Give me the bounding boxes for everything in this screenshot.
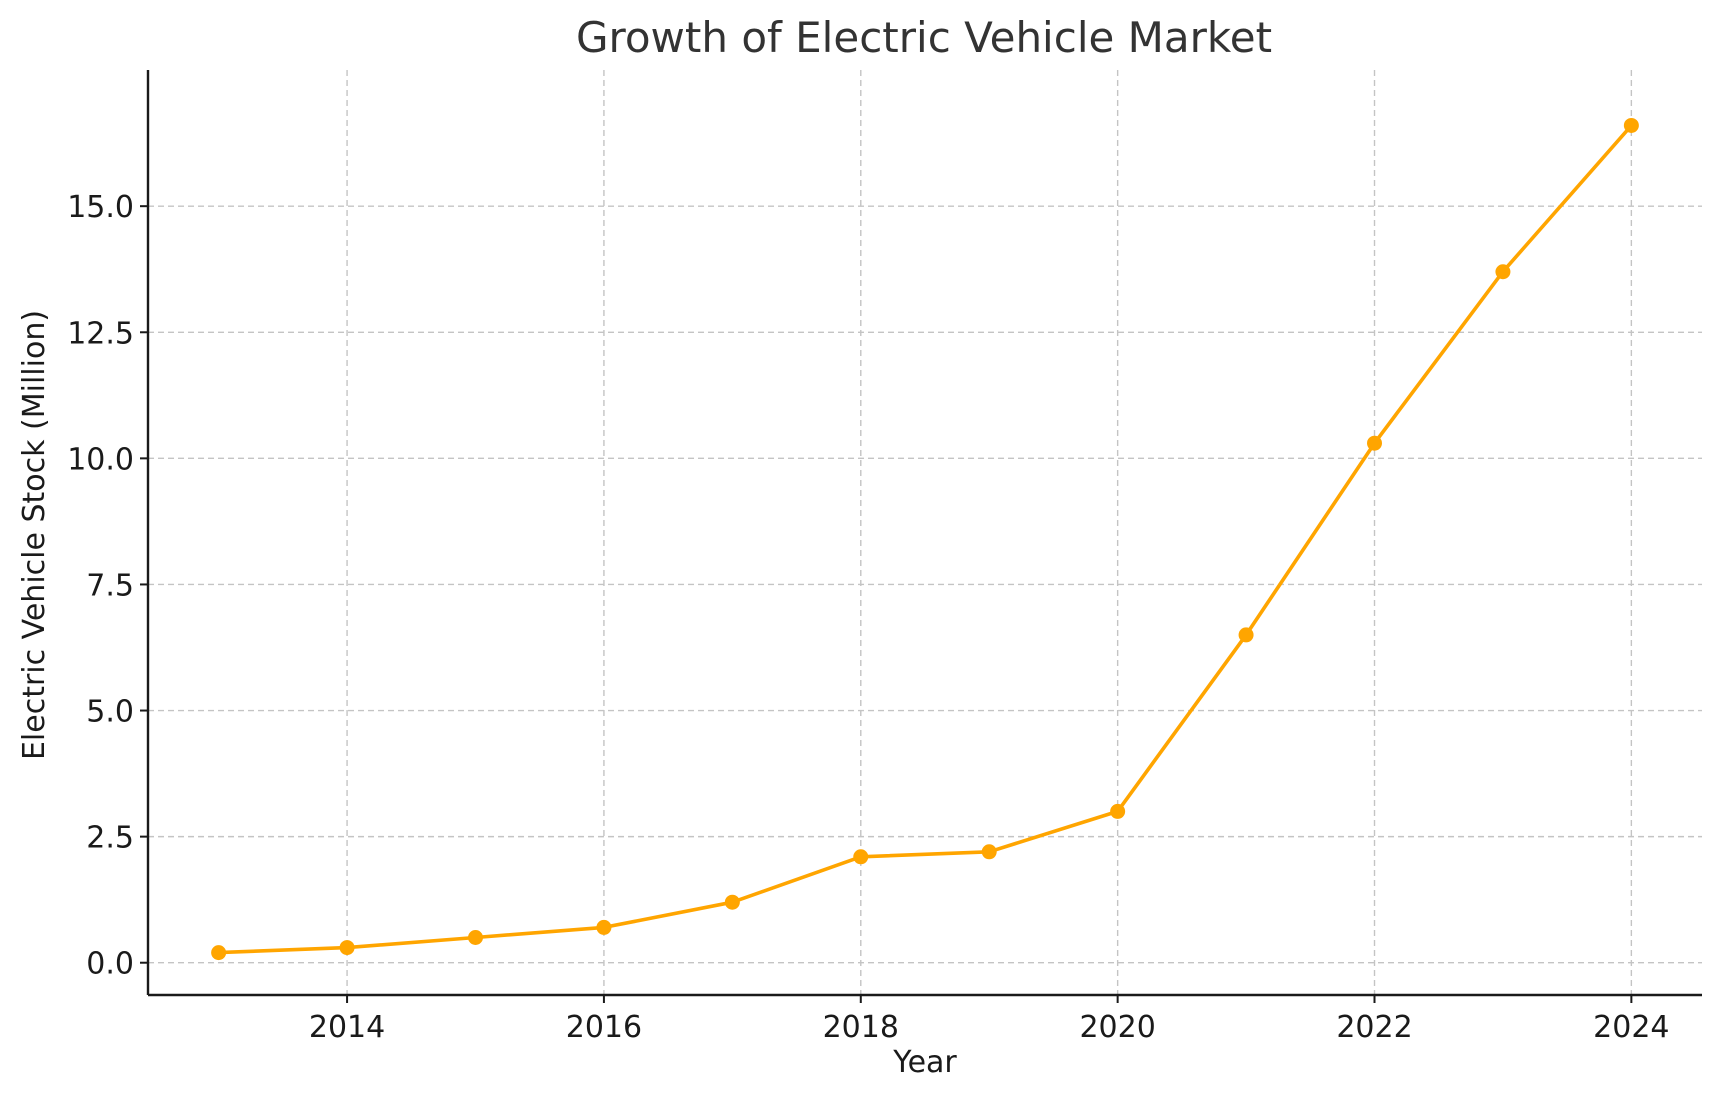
y-axis-ticks: 0.0 2.5 5.0 7.5 10.0 12.5 15.0 bbox=[67, 190, 148, 982]
grid bbox=[148, 70, 1702, 995]
data-point bbox=[1238, 627, 1254, 643]
y-axis-label: Electric Vehicle Stock (Million) bbox=[17, 310, 52, 760]
chart-title: Growth of Electric Vehicle Market bbox=[576, 13, 1272, 62]
data-point bbox=[467, 930, 483, 946]
axes bbox=[146, 70, 1702, 997]
x-axis-label: Year bbox=[892, 1045, 957, 1080]
data-point bbox=[1623, 117, 1639, 133]
data-point bbox=[1495, 264, 1511, 280]
y-tick-label: 10.0 bbox=[67, 442, 134, 477]
x-tick-label: 2020 bbox=[1079, 1010, 1155, 1045]
series-layer bbox=[211, 117, 1639, 961]
y-tick-label: 15.0 bbox=[67, 190, 134, 225]
x-tick-label: 2024 bbox=[1593, 1010, 1669, 1045]
y-tick-label: 5.0 bbox=[86, 695, 134, 730]
series-line bbox=[218, 124, 1633, 955]
x-axis-ticks: 2014 2016 2018 2020 2022 2024 bbox=[309, 995, 1670, 1045]
x-tick-label: 2014 bbox=[309, 1010, 385, 1045]
data-point bbox=[596, 919, 612, 935]
data-point bbox=[724, 894, 740, 910]
data-point bbox=[1110, 803, 1126, 819]
x-tick-label: 2022 bbox=[1336, 1010, 1412, 1045]
y-tick-label: 2.5 bbox=[86, 821, 134, 856]
data-point bbox=[339, 940, 355, 956]
x-tick-label: 2016 bbox=[566, 1010, 642, 1045]
y-tick-label: 0.0 bbox=[86, 947, 134, 982]
data-point bbox=[853, 849, 869, 865]
y-tick-label: 12.5 bbox=[67, 316, 134, 351]
y-tick-label: 7.5 bbox=[86, 568, 134, 603]
data-point bbox=[211, 945, 227, 961]
x-tick-label: 2018 bbox=[823, 1010, 899, 1045]
data-point bbox=[981, 844, 997, 860]
data-point bbox=[1367, 435, 1383, 451]
